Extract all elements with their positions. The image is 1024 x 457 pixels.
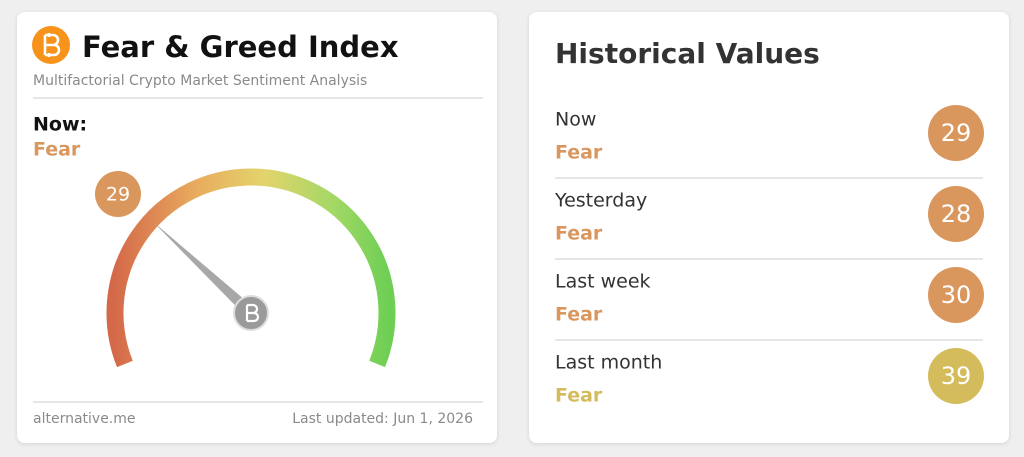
row-value: 28 [941, 200, 972, 228]
history-rows: Now Fear 29 Yesterday Fear 28 Last week Fear 30 L… [554, 105, 984, 407]
row-badge [928, 186, 984, 242]
row-label: Last week [555, 271, 651, 293]
source[interactable]: alternative.me [33, 411, 136, 427]
row-class: Fear [555, 142, 603, 164]
index-title: Fear & Greed Index [82, 30, 399, 64]
row-class: Fear [555, 223, 603, 245]
value-badge [95, 171, 141, 217]
row-value: 30 [941, 281, 972, 309]
history-title: Historical Values [555, 37, 820, 70]
history-card [529, 12, 1009, 443]
row-badge [928, 105, 984, 161]
row-label: Now [555, 109, 596, 131]
row-label: Yesterday [554, 190, 647, 212]
gauge-arc [106, 168, 396, 368]
needle [152, 221, 256, 318]
row-class: Fear [555, 304, 603, 326]
row-value: 29 [941, 119, 972, 147]
row-value: 39 [941, 362, 972, 390]
index-subtitle: Multifactorial Crypto Market Sentiment A… [33, 73, 367, 89]
badge-value: 29 [106, 184, 130, 206]
bitcoin-logo [32, 26, 70, 64]
row-label: Last month [555, 352, 662, 374]
row-badge [928, 267, 984, 323]
last-updated: Last updated: Jun 1, 2026 [292, 411, 473, 427]
now-label: Now: [33, 114, 87, 136]
row-badge [928, 348, 984, 404]
hub-logo [245, 303, 260, 323]
now-class: Fear [33, 139, 81, 161]
row-class: Fear [555, 385, 603, 407]
gauge: 29 [95, 168, 396, 368]
